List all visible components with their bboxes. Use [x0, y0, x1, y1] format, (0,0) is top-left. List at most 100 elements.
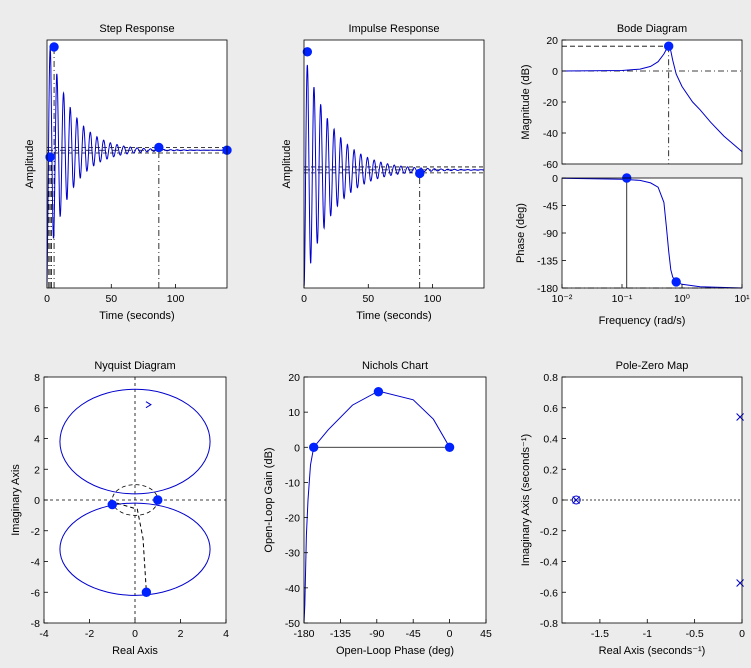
nichols-bg	[304, 377, 486, 623]
pzmap-xlabel: Real Axis (seconds⁻¹)	[599, 645, 706, 657]
step-chart-xtick-label: 50	[105, 293, 117, 305]
bode-phase-ytick-label: -180	[537, 283, 558, 295]
impulse-chart-ylabel: Amplitude	[281, 140, 293, 189]
nyquist-ytick-label: -6	[31, 587, 40, 599]
nyquist-ytick-label: 2	[34, 464, 40, 476]
bode-magnitude-line	[561, 45, 743, 152]
nyquist-ylabel: Imaginary Axis	[10, 464, 22, 536]
bode-phase-ytick-label: -90	[543, 228, 558, 240]
step-chart-xtick-label: 100	[167, 293, 185, 305]
pzmap-ytick-label: 0.6	[543, 403, 558, 415]
nichols-title: Nichols Chart	[362, 360, 428, 372]
nyquist-ytick-label: -8	[31, 618, 40, 630]
nyquist-ytick-label: 8	[34, 372, 40, 384]
nyquist-ytick-label: -2	[31, 526, 40, 538]
impulse-chart-xlabel: Time (seconds)	[356, 310, 431, 322]
nyquist-ytick-label: -4	[31, 557, 40, 569]
nichols-border	[303, 376, 487, 624]
impulse-chart-marker	[415, 168, 425, 179]
nyquist-dashed-path	[116, 502, 147, 593]
nichols-marker	[309, 442, 319, 452]
nichols-xtick-label: -180	[293, 628, 314, 640]
step-chart-ylabel: Amplitude	[24, 140, 36, 189]
bode-xtick-label: 10⁻²	[552, 293, 573, 305]
nichols-ytick-label: -10	[285, 477, 300, 489]
pzmap-ytick-label: 0.8	[543, 372, 558, 384]
step-chart-title: Step Response	[99, 23, 174, 35]
bode-phase-marker	[671, 277, 681, 287]
pzmap-xtick-label: -1.5	[591, 628, 609, 640]
bode-phase-line	[561, 177, 743, 289]
nichols-marker	[444, 442, 455, 452]
step-chart-marker	[45, 152, 55, 162]
bode-phase-ytick-label: -135	[537, 256, 558, 268]
nyquist-ytick-label: 6	[34, 403, 40, 415]
pzmap-ytick-label: 0.4	[543, 434, 558, 446]
bode-magnitude-ytick-label: -60	[543, 159, 558, 171]
nichols-marker	[373, 387, 384, 397]
pzmap-xtick-label: -0.5	[686, 628, 704, 640]
pzmap-ylabel: Imaginary Axis (seconds⁻¹)	[520, 434, 532, 566]
impulse-chart-marker	[302, 47, 313, 57]
step-chart-bg	[47, 40, 227, 288]
bode-phase-ylabel: Phase (deg)	[515, 203, 527, 263]
nichols-xtick-label: -45	[406, 628, 421, 640]
pzmap-ytick-label: 0	[552, 495, 558, 507]
bode-phase-ytick-label: 0	[552, 173, 558, 185]
nyquist-ytick-label: 0	[34, 495, 40, 507]
nichols-xtick-label: 45	[480, 628, 492, 640]
bode-magnitude-ytick-label: 20	[546, 35, 558, 47]
nichols-ytick-label: 20	[288, 372, 300, 384]
pzmap-xtick-label: -1	[643, 628, 652, 640]
pzmap-pole	[572, 496, 581, 504]
bode-magnitude-bg	[562, 40, 742, 164]
impulse-chart-xtick-label: 100	[424, 293, 442, 305]
impulse-chart-title: Impulse Response	[348, 23, 439, 35]
bode-magnitude-ylabel: Magnitude (dB)	[520, 64, 532, 139]
step-chart-marker	[49, 42, 59, 52]
nichols-ytick-label: -50	[285, 618, 300, 630]
bode-title: Bode Diagram	[617, 23, 687, 35]
step-chart-response-line	[46, 46, 227, 286]
nichols-ytick-label: 10	[288, 407, 300, 419]
step-chart-xlabel: Time (seconds)	[99, 310, 174, 322]
pzmap-ytick-label: 0.2	[543, 464, 558, 476]
bode-xlabel: Frequency (rad/s)	[599, 315, 686, 327]
step-chart-marker	[154, 142, 164, 153]
pzmap-ytick-label: -0.8	[540, 618, 558, 630]
bode-magnitude-marker	[663, 41, 674, 51]
nichols-ytick-label: -40	[285, 583, 300, 595]
bode-magnitude-ytick-label: -40	[543, 128, 558, 140]
nichols-xtick-label: -135	[330, 628, 351, 640]
nyquist-title: Nyquist Diagram	[94, 360, 175, 372]
nyquist-xtick-label: 2	[178, 628, 184, 640]
impulse-chart-bg	[304, 40, 484, 288]
nyquist-xtick-label: -4	[39, 628, 48, 640]
pzmap-pole	[736, 579, 744, 587]
nyquist-xtick-label: -2	[85, 628, 94, 640]
nichols-xtick-label: 0	[447, 628, 453, 640]
nichols-xlabel: Open-Loop Phase (deg)	[336, 645, 454, 657]
nyquist-marker	[107, 499, 117, 510]
nyquist-xtick-label: 0	[132, 628, 138, 640]
pzmap-ytick-label: -0.6	[540, 587, 558, 599]
nyquist-xtick-label: 4	[223, 628, 229, 640]
step-chart-border	[46, 39, 228, 289]
impulse-chart-xtick-label: 50	[362, 293, 374, 305]
pzmap-title: Pole-Zero Map	[616, 360, 689, 372]
nichols-ytick-label: -20	[285, 513, 300, 525]
nichols-ytick-label: 0	[294, 442, 300, 454]
bode-xtick-label: 10⁻¹	[612, 293, 633, 305]
nyquist-xlabel: Real Axis	[112, 645, 158, 657]
impulse-chart-xtick-label: 0	[301, 293, 307, 305]
pzmap-ytick-label: -0.4	[540, 557, 558, 569]
step-chart-xtick-label: 0	[44, 293, 50, 305]
nyquist-ytick-label: 4	[34, 434, 40, 446]
pzmap-ytick-label: -0.2	[540, 526, 558, 538]
bode-xtick-label: 10¹	[734, 293, 750, 305]
nyquist-marker	[153, 495, 163, 505]
bode-magnitude-ytick-label: 0	[552, 66, 558, 78]
nyquist-direction-arrow	[145, 401, 152, 409]
pzmap-pole	[736, 413, 744, 421]
